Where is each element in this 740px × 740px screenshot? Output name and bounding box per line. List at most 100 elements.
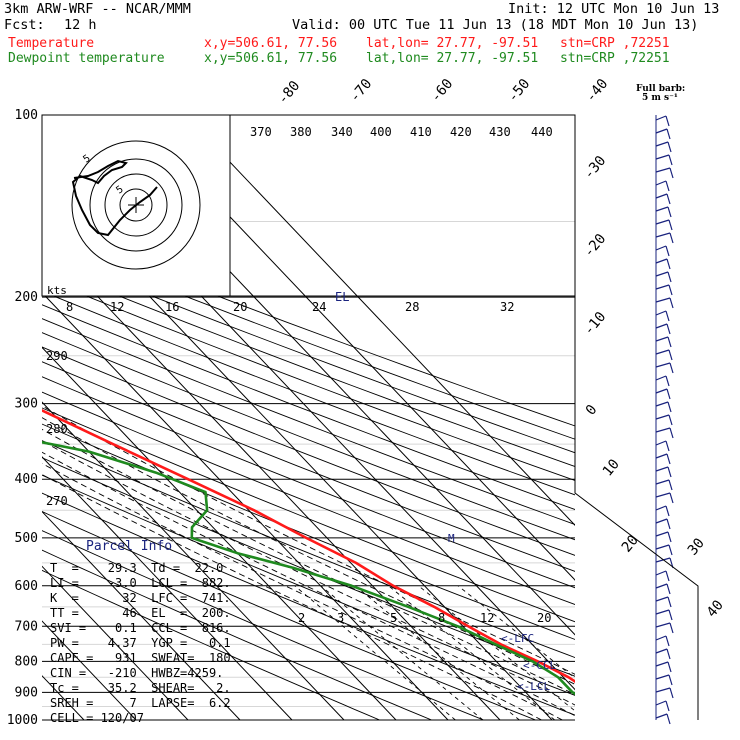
dry-adiabat-line bbox=[42, 569, 380, 720]
temperature-legend: Temperature bbox=[8, 36, 95, 51]
wind-barb bbox=[655, 687, 674, 699]
wind-barb-shaft bbox=[655, 713, 668, 719]
wind-barb-shaft bbox=[655, 583, 668, 589]
wind-barb-flag bbox=[666, 193, 671, 205]
wind-barb-shaft bbox=[655, 115, 667, 121]
wind-barb-flag bbox=[669, 492, 674, 504]
dry-adiabat-line bbox=[42, 346, 575, 556]
wind-barb-flag bbox=[667, 271, 672, 283]
wind-barb-shaft bbox=[655, 479, 670, 485]
dry-adiabat-line bbox=[42, 423, 575, 640]
wind-barb bbox=[655, 453, 671, 465]
wind-barb-flag bbox=[669, 622, 674, 634]
wind-barb-shaft bbox=[655, 362, 671, 368]
dry-adiabat-line bbox=[42, 361, 575, 572]
wind-barb-shaft bbox=[655, 180, 667, 186]
parcel-row: LI = -3.0 LCL = 882. bbox=[50, 576, 231, 590]
wind-barb-shaft bbox=[655, 661, 669, 667]
dry-adiabat-line bbox=[42, 239, 575, 440]
hodograph-ring-label: 5 bbox=[81, 153, 92, 165]
mixing-ratio-label: 2 bbox=[298, 611, 305, 625]
wind-barb-shaft bbox=[655, 518, 668, 524]
hodograph-trace bbox=[71, 159, 158, 237]
dry-adiabat-line bbox=[42, 277, 575, 481]
hodograph-ring bbox=[104, 173, 168, 237]
forecast-label: Fcst: bbox=[4, 17, 45, 33]
wind-barb bbox=[655, 648, 671, 660]
wind-barb-shaft bbox=[655, 128, 668, 134]
wind-barb-flag bbox=[665, 115, 670, 127]
dry-adiabat-line bbox=[42, 318, 575, 525]
plot-border bbox=[574, 115, 699, 720]
wind-barb-shaft bbox=[655, 427, 671, 433]
wind-barb-flag bbox=[666, 453, 671, 465]
isotherm-label: -70 bbox=[347, 76, 376, 106]
wind-barb bbox=[655, 206, 672, 218]
theta-label: 340 bbox=[331, 125, 353, 139]
wind-barb bbox=[655, 245, 670, 257]
wind-barb bbox=[655, 635, 670, 647]
level-marker: M bbox=[448, 532, 455, 545]
pressure-label: 900 bbox=[15, 685, 38, 700]
mixing-ratio-label: 24 bbox=[312, 300, 326, 314]
parcel-info-title: Parcel Info bbox=[86, 539, 173, 554]
adiabat-label: 270 bbox=[46, 494, 68, 508]
dry-adiabat-line bbox=[42, 440, 575, 659]
wind-barb bbox=[655, 622, 674, 634]
wind-barb bbox=[655, 401, 672, 413]
wind-barb bbox=[655, 362, 674, 374]
wind-barb-shaft bbox=[655, 258, 668, 264]
wind-barb bbox=[655, 479, 673, 491]
isotherm-label: 40 bbox=[704, 597, 727, 620]
wind-barb-flag bbox=[665, 570, 670, 582]
dry-adiabat-line bbox=[42, 407, 575, 623]
dry-adiabat-line bbox=[42, 376, 575, 589]
wind-barb bbox=[655, 336, 672, 348]
wind-barb bbox=[655, 700, 670, 712]
isotherm-label: 30 bbox=[685, 535, 708, 558]
wind-barb-flag bbox=[668, 479, 673, 491]
pressure-label: 200 bbox=[15, 290, 38, 305]
hodograph-ring bbox=[71, 140, 201, 270]
temperature-xy: x,y=506.61, 77.56 bbox=[204, 36, 338, 51]
parcel-row: CELL = 120/07 bbox=[50, 711, 144, 725]
parcel-row: CAPE = 931 SWEAT= 180 bbox=[50, 651, 231, 665]
wind-barb bbox=[655, 323, 671, 335]
wind-barb bbox=[655, 375, 670, 387]
wind-barb-flag bbox=[665, 700, 670, 712]
isotherm-label: 10 bbox=[600, 456, 623, 479]
wind-barb-flag bbox=[669, 297, 674, 309]
wind-barb-shaft bbox=[655, 453, 668, 459]
wind-barb-flag bbox=[666, 323, 671, 335]
wind-barb bbox=[655, 349, 673, 361]
mixing-ratio-line bbox=[320, 585, 484, 720]
wind-barb bbox=[655, 583, 671, 595]
wind-barb-shaft bbox=[655, 648, 668, 654]
parcel-row: SREH = 7 LAPSE= 6.2 bbox=[50, 696, 231, 710]
wind-barb-flag bbox=[666, 258, 671, 270]
temperature-station: stn=CRP ,72251 bbox=[560, 36, 670, 51]
wind-barb bbox=[655, 713, 671, 725]
wind-barb bbox=[655, 492, 674, 504]
wind-barb-flag bbox=[668, 544, 673, 556]
wind-barb-flag bbox=[669, 687, 674, 699]
wind-barb-shaft bbox=[655, 622, 671, 628]
mixing-ratio-line bbox=[354, 585, 520, 720]
wind-barb-flag bbox=[665, 635, 670, 647]
mixing-ratio-label: 12 bbox=[480, 611, 494, 625]
wind-barb-flag bbox=[667, 206, 672, 218]
dewpoint-legend: Dewpoint temperature bbox=[8, 51, 165, 66]
wind-barbs bbox=[655, 115, 674, 725]
wind-barb bbox=[655, 258, 671, 270]
model-title: 3km ARW-WRF -- NCAR/MMM bbox=[4, 1, 191, 17]
parcel-row: T = 29.3 Td = 22.0 bbox=[50, 561, 224, 575]
isotherm-label: -50 bbox=[505, 76, 534, 106]
wind-barb-shaft bbox=[655, 700, 667, 706]
temperature-latlon: lat,lon= 27.77, -97.51 bbox=[366, 36, 539, 51]
dry-adiabat-line bbox=[42, 251, 575, 454]
valid-time: Valid: 00 UTC Tue 11 Jun 13 (18 MDT Mon … bbox=[292, 17, 699, 33]
wind-barb-flag bbox=[666, 583, 671, 595]
wind-barb bbox=[655, 141, 672, 153]
wind-barb bbox=[655, 557, 674, 569]
